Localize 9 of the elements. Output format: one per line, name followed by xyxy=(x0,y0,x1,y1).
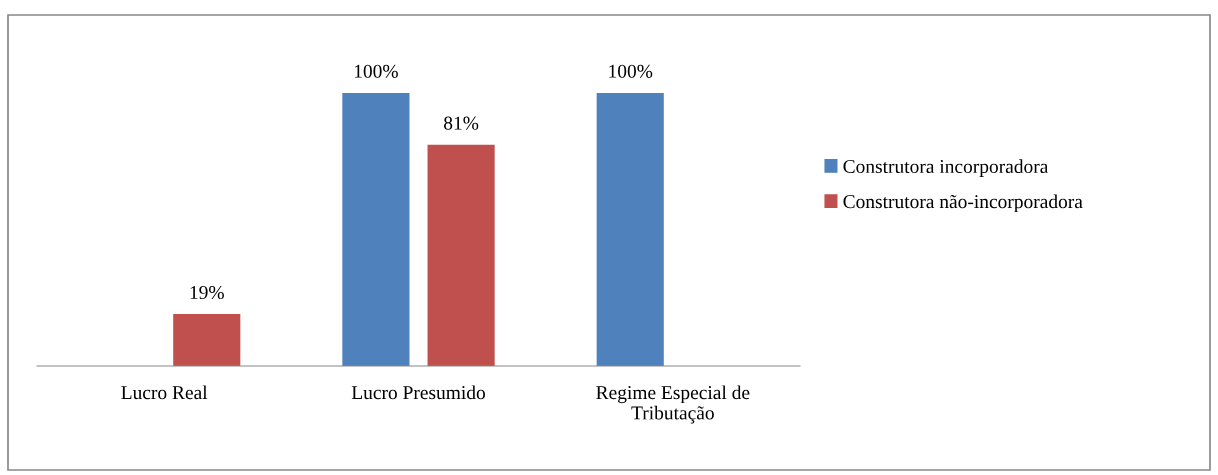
x-tick-label: Regime Especial de Tributação xyxy=(596,385,750,424)
data-label: 100% xyxy=(609,64,653,78)
data-label: 100% xyxy=(354,64,398,78)
data-label: 19% xyxy=(190,285,224,300)
x-tick-label: Lucro Real xyxy=(121,385,208,400)
legend-label: Construtora não-incorporadora xyxy=(843,194,1083,213)
x-tick-label: Lucro Presumido xyxy=(351,385,485,400)
legend-label: Construtora incorporadora xyxy=(843,159,1049,177)
data-label: 81% xyxy=(444,116,479,130)
